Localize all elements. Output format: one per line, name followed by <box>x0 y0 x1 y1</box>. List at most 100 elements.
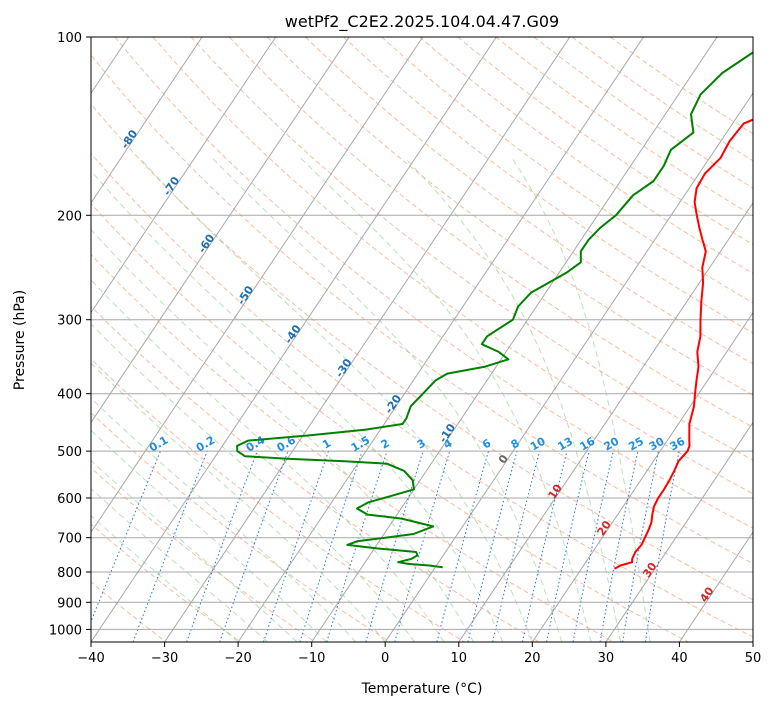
x-tick-label: 0 <box>381 651 389 666</box>
x-tick-label: −20 <box>224 651 251 666</box>
mixing-ratio-label: 3 <box>415 437 428 452</box>
moist-adiabat-line <box>211 157 563 642</box>
mixing-ratio-label: 1 <box>320 437 333 452</box>
mixing-ratio-line <box>186 450 258 642</box>
y-tick-label: 600 <box>57 492 82 507</box>
isotherm-line <box>752 641 753 642</box>
x-tick-label: 10 <box>451 651 468 666</box>
y-axis: 100 200 300 400 500 600 700 800 900 1000 <box>49 31 91 638</box>
background-lines <box>91 37 753 642</box>
isotherm-label: 0 <box>496 452 511 466</box>
isotherm-label: -40 <box>282 322 304 346</box>
isotherm-label: 40 <box>697 584 717 604</box>
moist-adiabat-line <box>91 514 239 642</box>
mixing-ratio-line <box>365 450 424 642</box>
isotherm-label: -80 <box>118 127 140 151</box>
isotherm-label: -100 <box>15 56 41 86</box>
y-tick-label: 700 <box>57 532 82 547</box>
x-tick-label: −10 <box>298 651 325 666</box>
y-tick-label: 900 <box>57 596 82 611</box>
y-tick-label: 1000 <box>49 623 82 638</box>
mixing-ratio-label: 4 <box>441 436 454 451</box>
y-tick-label: 500 <box>57 445 82 460</box>
moist-adiabat-line <box>91 459 298 642</box>
mixing-ratio-line <box>263 450 329 642</box>
mixing-ratio-line <box>467 450 518 642</box>
moist-adiabat-line <box>91 228 474 642</box>
x-tick-label: −40 <box>77 651 104 666</box>
dry-adiabat-line <box>91 467 316 642</box>
dry-adiabat-line <box>305 37 753 365</box>
mixing-ratio-line <box>132 450 208 642</box>
dry-adiabat-line <box>457 37 753 245</box>
mixing-ratio-line <box>91 450 161 623</box>
dewpoint-profile-line <box>236 51 753 569</box>
isotherm-label: -30 <box>333 356 355 380</box>
dry-adiabat-line <box>190 37 753 461</box>
mixing-ratio-line <box>522 450 568 642</box>
mixing-ratio-line <box>219 450 289 642</box>
isotherm-line <box>678 531 753 642</box>
dry-adiabat-line <box>419 37 753 274</box>
mixing-ratio-line <box>599 450 639 642</box>
y-tick-label: 200 <box>57 209 82 224</box>
x-tick-label: 30 <box>598 651 615 666</box>
dry-adiabat-line <box>152 37 753 495</box>
mixing-ratio-label: 8 <box>509 437 522 452</box>
isotherm-line <box>91 37 424 534</box>
x-axis-label: Temperature (°C) <box>361 681 483 697</box>
isotherm-line <box>605 421 753 642</box>
dry-adiabat-line <box>228 37 753 428</box>
moist-adiabat-line <box>91 323 416 642</box>
moist-adiabat-line <box>91 429 327 642</box>
mixing-ratio-label: 2 <box>379 437 392 452</box>
mixing-ratio-line <box>546 450 590 642</box>
dry-adiabat-line <box>91 253 614 642</box>
pressure-grid <box>91 37 753 630</box>
temperature-profile-line <box>614 118 753 570</box>
dry-adiabat-line <box>533 37 753 189</box>
dry-adiabat-line <box>91 523 242 642</box>
y-tick-label: 400 <box>57 388 82 403</box>
dry-adiabat-line <box>266 37 753 396</box>
isotherm-line <box>237 37 644 642</box>
y-tick-label: 800 <box>57 566 82 581</box>
dry-adiabat-line <box>91 202 689 642</box>
dry-adiabat-line <box>571 37 753 162</box>
isotherm-label: 30 <box>640 560 660 580</box>
mixing-ratio-line <box>492 450 541 642</box>
mixing-ratio-line <box>394 450 451 642</box>
dry-adiabat-line <box>91 358 465 642</box>
isotherm-line <box>311 37 718 642</box>
isotherm-line <box>164 37 571 642</box>
mixing-ratio-line <box>299 450 363 642</box>
mixing-ratio-line <box>572 450 614 642</box>
dry-adiabat-line <box>91 54 753 565</box>
isotherm-line <box>91 37 497 642</box>
dry-adiabat-line <box>91 152 753 638</box>
isotherm-line <box>91 37 350 424</box>
isotherm-label: -20 <box>382 392 404 416</box>
dry-adiabat-line <box>114 37 753 529</box>
x-tick-label: 40 <box>671 651 688 666</box>
isotherm-line <box>384 92 753 642</box>
mixing-ratio-line <box>436 450 489 642</box>
isotherm-line <box>458 201 753 642</box>
moist-adiabat-line <box>91 279 445 642</box>
isotherm-label: 20 <box>595 518 615 538</box>
y-tick-label: 300 <box>57 314 82 329</box>
x-tick-label: 20 <box>524 651 541 666</box>
x-tick-label: 50 <box>745 651 762 666</box>
chart-title: wetPf2_C2E2.2025.104.04.47.G09 <box>285 12 559 32</box>
y-tick-label: 100 <box>57 31 82 46</box>
moist-adiabat-line <box>91 397 357 642</box>
mixing-ratio-line <box>644 451 680 642</box>
isotherm-label: -50 <box>235 283 257 307</box>
dry-adiabat-line <box>91 412 391 642</box>
isotherm-line <box>91 37 277 314</box>
sounding-profiles <box>236 51 753 570</box>
mixing-ratio-label: 6 <box>480 436 493 451</box>
mixing-ratio-line <box>326 450 388 642</box>
dry-adiabat-line <box>91 305 540 642</box>
